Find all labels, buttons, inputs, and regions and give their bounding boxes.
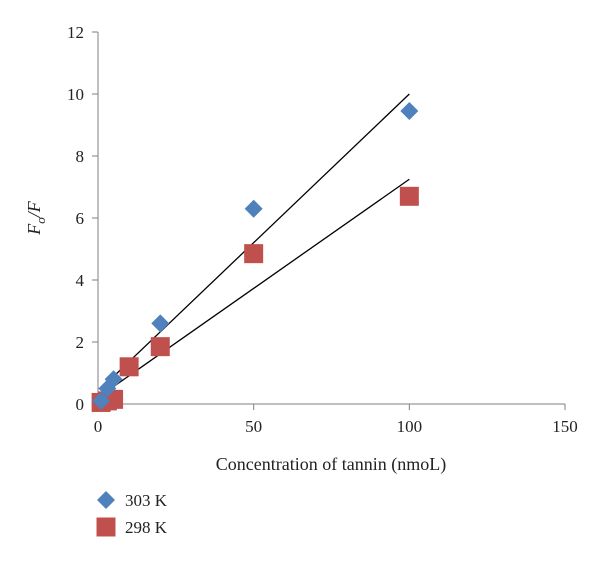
data-point-diamond <box>151 314 170 333</box>
data-point-square <box>399 186 419 206</box>
y-tick-label: 10 <box>67 85 84 104</box>
data-point-diamond <box>104 370 123 389</box>
y-axis-title-tail: /F <box>24 200 44 218</box>
trendline-square <box>103 178 410 394</box>
y-axis-title-main: F <box>24 223 44 236</box>
y-tick-label: 2 <box>76 333 85 352</box>
data-point-diamond <box>244 199 263 218</box>
trendline-diamond <box>103 93 410 386</box>
trendlines <box>103 93 410 394</box>
legend-label: 298 K <box>125 518 168 537</box>
y-tick-label: 6 <box>76 209 85 228</box>
x-axis: 0 50 100 150 <box>94 403 578 436</box>
x-tick-label: 0 <box>94 417 103 436</box>
data-markers <box>91 102 419 412</box>
x-tick-label: 100 <box>397 417 423 436</box>
data-point-diamond <box>92 391 111 410</box>
legend: 303 K 298 K <box>96 491 168 537</box>
legend-label: 303 K <box>125 491 168 510</box>
legend-marker-diamond <box>97 491 115 509</box>
legend-marker-square <box>96 517 116 537</box>
x-axis-title: Concentration of tannin (nmoL) <box>216 454 446 475</box>
x-tick-label: 150 <box>552 417 578 436</box>
data-point-square <box>244 244 264 264</box>
data-point-square <box>150 337 170 357</box>
y-tick-label: 0 <box>76 395 85 414</box>
y-tick-label: 4 <box>76 271 85 290</box>
data-point-square <box>119 357 139 377</box>
y-axis-title-subscript: o <box>33 217 48 224</box>
y-axis: 0 2 4 6 8 10 12 <box>67 23 99 414</box>
y-axis-title: Fo/F <box>24 200 48 236</box>
x-tick-label: 50 <box>245 417 262 436</box>
data-point-diamond <box>400 102 419 121</box>
y-tick-label: 12 <box>67 23 84 42</box>
y-tick-label: 8 <box>76 147 85 166</box>
